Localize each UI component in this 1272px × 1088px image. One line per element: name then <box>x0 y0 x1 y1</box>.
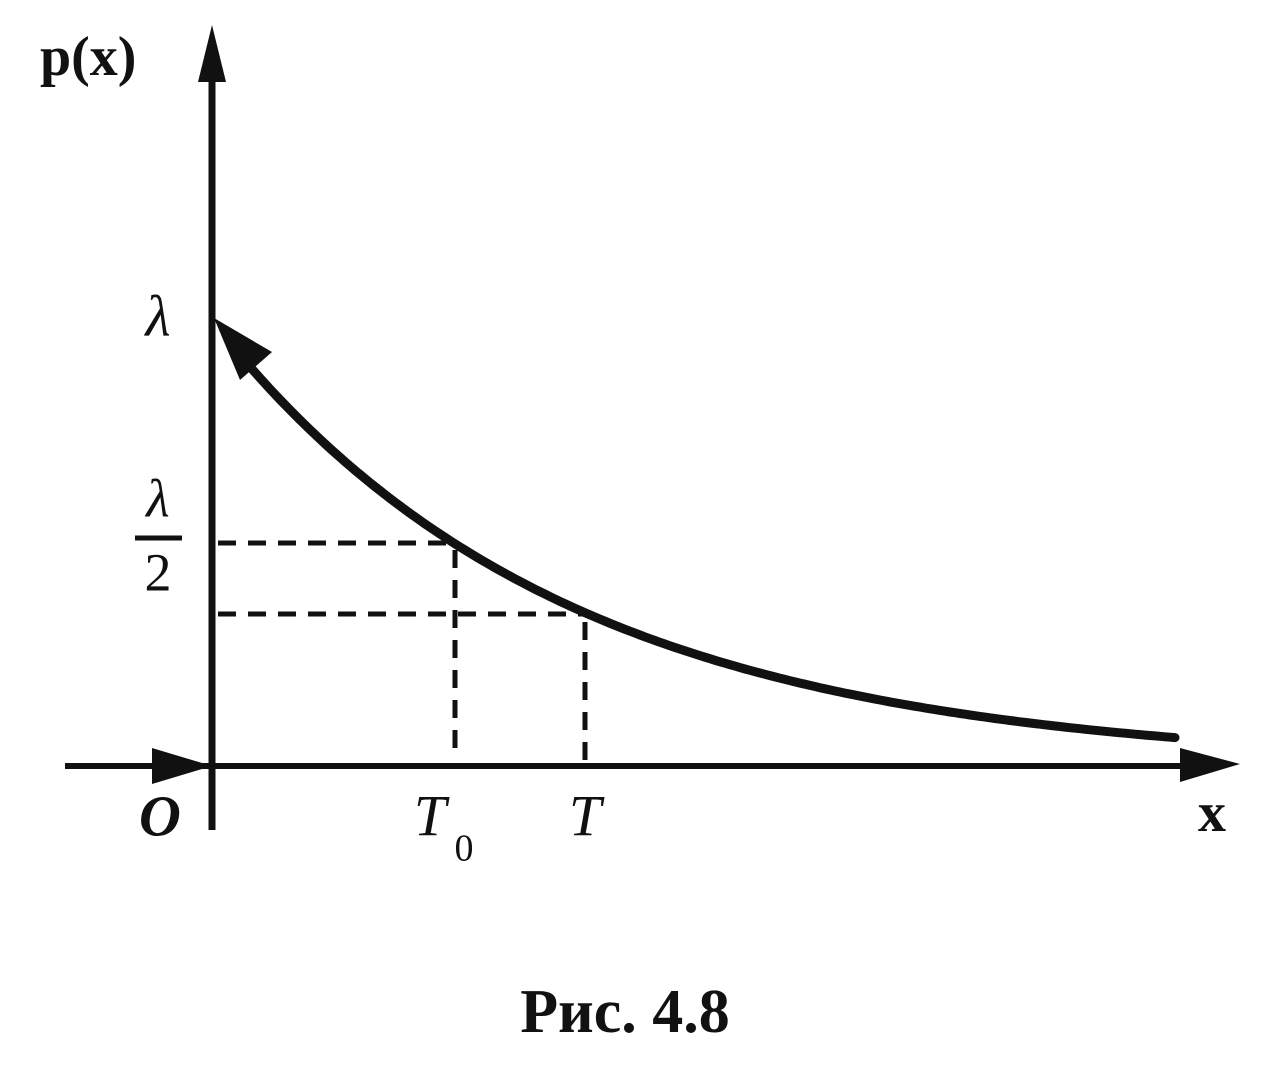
curve-arrow <box>214 318 272 380</box>
y-axis-label: p(x) <box>40 26 136 88</box>
x-axis-arrow <box>1180 748 1240 782</box>
guides <box>218 540 588 760</box>
lambda-label: λ <box>143 283 170 348</box>
t0-label: T <box>414 783 450 848</box>
origin-arrow <box>152 748 212 784</box>
half-denominator: 2 <box>145 542 172 602</box>
t-label: T <box>569 783 605 848</box>
density-curve <box>235 350 1180 743</box>
y-axis-arrow <box>198 25 226 82</box>
origin-label: O <box>139 783 181 848</box>
x-axis-label: x <box>1198 782 1226 844</box>
half-numerator: λ <box>144 468 169 528</box>
t0-subscript: 0 <box>455 828 474 870</box>
caption: Рис. 4.8 <box>520 978 730 1046</box>
